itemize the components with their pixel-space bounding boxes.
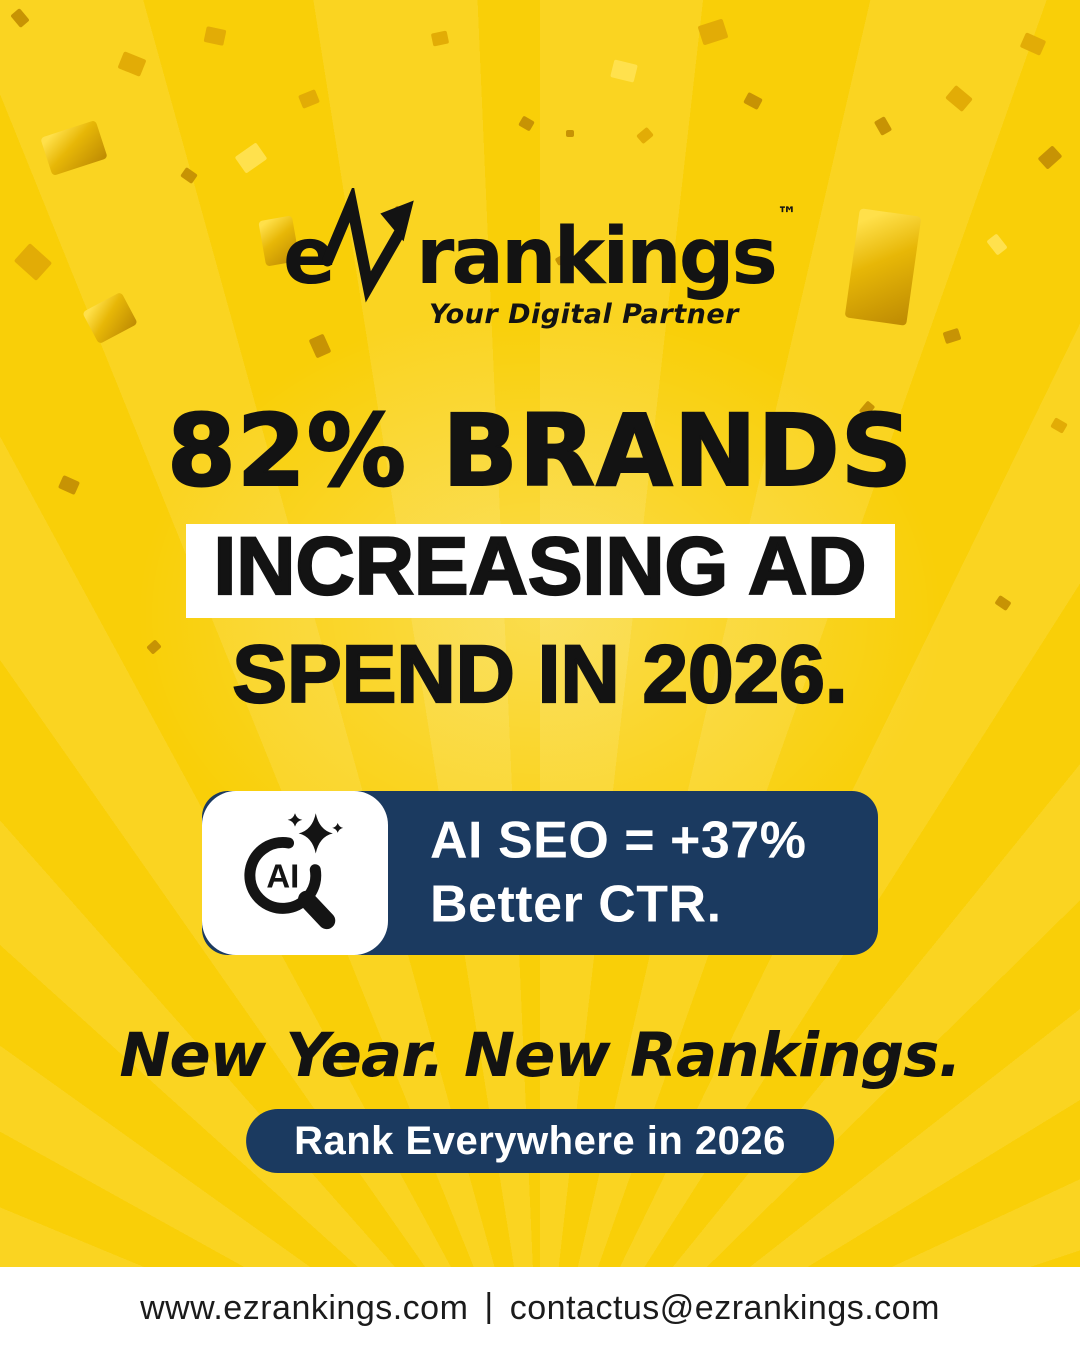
stat-line1: AI SEO = +37% — [430, 811, 807, 870]
confetti-piece — [518, 115, 535, 132]
trend-arrow-icon — [321, 188, 414, 303]
ai-icon-label: AI — [266, 858, 299, 895]
headline-line2: INCREASING AD — [185, 524, 895, 618]
sparkle-icon — [298, 813, 333, 854]
footer-email: contactus@ezrankings.com — [509, 1289, 940, 1327]
brand-logo: e rankings ™ Your Digital Partner — [0, 188, 1080, 330]
stat-icon-box: AI — [202, 791, 388, 955]
confetti-piece — [180, 166, 198, 185]
confetti-piece — [203, 26, 227, 46]
footer-separator: | — [484, 1287, 494, 1325]
footer-website: www.ezrankings.com — [140, 1289, 469, 1327]
confetti-piece — [308, 333, 332, 359]
logo-tagline: Your Digital Partner — [429, 299, 739, 330]
confetti-piece — [566, 130, 574, 137]
confetti-piece — [697, 18, 729, 46]
headline-line1: 82% BRANDS — [166, 394, 914, 509]
trademark-symbol: ™ — [776, 202, 797, 226]
stat-text: AI SEO = +37% Better CTR. — [430, 809, 806, 938]
confetti-piece — [10, 8, 30, 28]
stat-line2: Better CTR. — [430, 876, 722, 934]
logo-row: e rankings ™ — [283, 188, 797, 303]
logo-wordmark: rankings — [415, 212, 778, 303]
confetti-piece — [234, 142, 268, 174]
confetti-piece — [942, 327, 962, 345]
confetti-piece — [117, 51, 147, 77]
cta-button[interactable]: Rank Everywhere in 2026 — [246, 1109, 834, 1173]
headline-line2-highlight: INCREASING AD — [0, 524, 1080, 618]
footer-bar: www.ezrankings.com | contactus@ezranking… — [0, 1267, 1080, 1350]
sparkle-icon-tiny — [332, 822, 344, 833]
ai-search-icon: AI — [244, 813, 344, 930]
sparkle-icon-small — [287, 813, 303, 827]
confetti-piece — [298, 89, 320, 109]
message-text: New Year. New Rankings. — [119, 1020, 961, 1091]
confetti-piece — [40, 120, 108, 176]
confetti-piece — [945, 84, 973, 113]
stat-card: AI AI SEO = +37% Better CTR. — [202, 791, 878, 955]
confetti-piece — [1037, 145, 1063, 170]
confetti-piece — [1019, 32, 1047, 56]
headline-line3: SPEND IN 2026. — [231, 629, 848, 720]
confetti-piece — [430, 30, 450, 47]
confetti-piece — [636, 126, 654, 145]
confetti-piece — [610, 59, 638, 83]
confetti-piece — [743, 91, 763, 111]
confetti-piece — [873, 116, 893, 136]
